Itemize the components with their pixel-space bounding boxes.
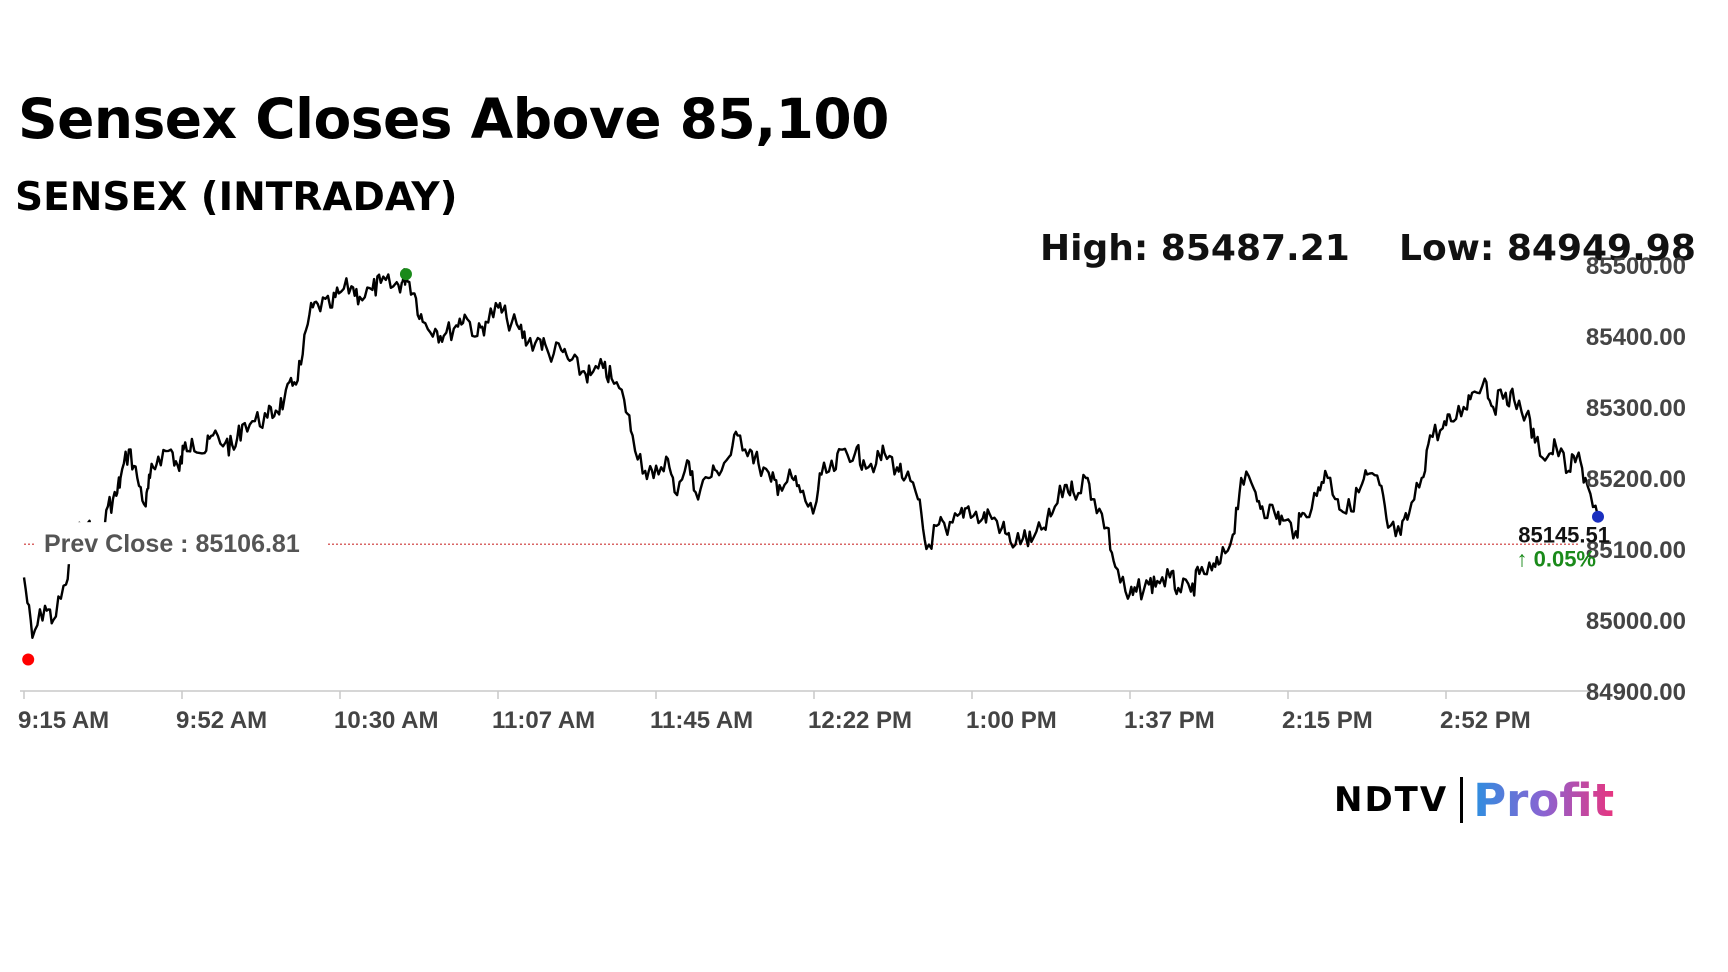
x-tick-label: 1:00 PM [966, 707, 1057, 734]
x-tick-label: 11:45 AM [650, 707, 753, 734]
y-tick-label: 85100.00 [1586, 537, 1686, 564]
x-tick-label: 12:22 PM [808, 707, 912, 734]
axis-layer [20, 690, 1598, 699]
ndtv-profit-logo: NDTV Profit [1334, 773, 1615, 827]
y-tick-label: 85400.00 [1586, 324, 1686, 351]
x-tick-label: 10:30 AM [334, 707, 438, 734]
x-tick-label: 2:52 PM [1440, 707, 1531, 734]
high-point-marker [399, 268, 412, 281]
logo-separator [1460, 777, 1464, 823]
prev-close-label: Prev Close : 85106.81 [44, 530, 300, 558]
chart-title: SENSEX (INTRADAY) [15, 175, 458, 220]
data-layer [22, 268, 1604, 666]
x-tick-label: 2:15 PM [1282, 707, 1373, 734]
logo-ndtv-text: NDTV [1334, 780, 1449, 820]
low-point-marker [22, 653, 35, 666]
last-point-marker [1592, 510, 1604, 523]
y-tick-label: 85200.00 [1586, 466, 1686, 493]
low-stat: Low: 84949.98 [1399, 228, 1696, 269]
x-tick-label: 9:15 AM [18, 707, 109, 734]
x-tick-label: 1:37 PM [1124, 707, 1215, 734]
y-tick-label: 85500.00 [1586, 253, 1686, 280]
high-stat: High: 85487.21 [1040, 228, 1350, 269]
last-change-label: ↑ 0.05% [1517, 547, 1597, 572]
prev-close-label-bg [34, 522, 328, 565]
y-tick-label: 85000.00 [1586, 608, 1686, 635]
headline: Sensex Closes Above 85,100 [18, 87, 889, 151]
x-tick-label: 9:52 AM [176, 707, 267, 734]
sensex-price-line [22, 268, 1600, 639]
y-tick-label: 84900.00 [1586, 679, 1686, 706]
label-layer: 84900.00 85000.00 85100.00 85200.00 85300.00… [18, 253, 1686, 734]
x-tick-label: 11:07 AM [492, 707, 595, 734]
y-tick-label: 85300.00 [1586, 395, 1686, 422]
last-value-label: 85145.51 [1518, 523, 1610, 548]
logo-profit-text: Profit [1473, 773, 1615, 827]
